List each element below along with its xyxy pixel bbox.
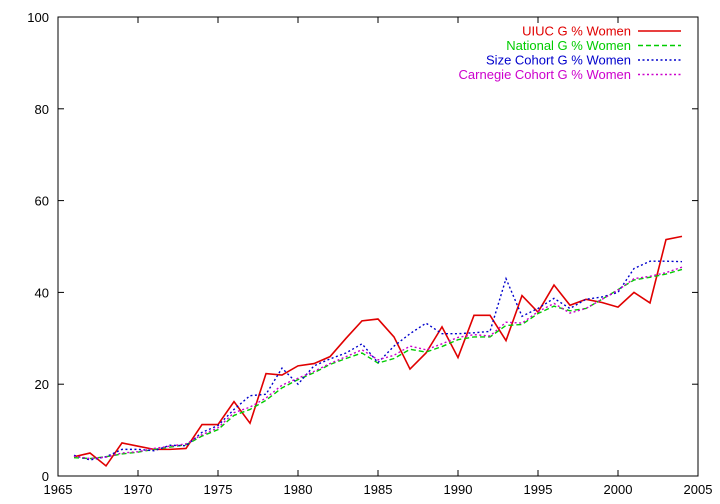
series-line-4 bbox=[73, 266, 683, 460]
series-line-2 bbox=[73, 268, 683, 460]
y-tick-label: 80 bbox=[35, 102, 49, 117]
series-line-3 bbox=[73, 260, 683, 461]
legend-label-2: National G % Women bbox=[506, 38, 631, 53]
x-tick-label: 1980 bbox=[284, 482, 313, 497]
legend-label-3: Size Cohort G % Women bbox=[486, 53, 631, 68]
x-tick-label: 1965 bbox=[44, 482, 73, 497]
y-tick-label: 60 bbox=[35, 194, 49, 209]
y-tick-label: 40 bbox=[35, 285, 49, 300]
series-line-1 bbox=[73, 235, 683, 468]
x-tick-label: 1995 bbox=[524, 482, 553, 497]
legend-label-1: UIUC G % Women bbox=[522, 24, 631, 39]
axis-ticks: 1965 1970 1975 1980 1985 1990 1995 2000 2005 0 20 4… bbox=[27, 10, 712, 497]
x-tick-label: 1985 bbox=[364, 482, 393, 497]
plot-frame bbox=[57, 16, 699, 477]
x-tick-label: 1970 bbox=[124, 482, 153, 497]
x-tick-label: 2005 bbox=[684, 482, 713, 497]
y-tick-label: 0 bbox=[42, 469, 49, 484]
series-layer bbox=[73, 235, 683, 468]
x-tick-label: 2000 bbox=[604, 482, 633, 497]
y-tick-label: 100 bbox=[27, 10, 49, 25]
x-tick-label: 1975 bbox=[204, 482, 233, 497]
legend-label-4: Carnegie Cohort G % Women bbox=[459, 67, 631, 82]
x-tick-label: 1990 bbox=[444, 482, 473, 497]
y-tick-label: 20 bbox=[35, 377, 49, 392]
